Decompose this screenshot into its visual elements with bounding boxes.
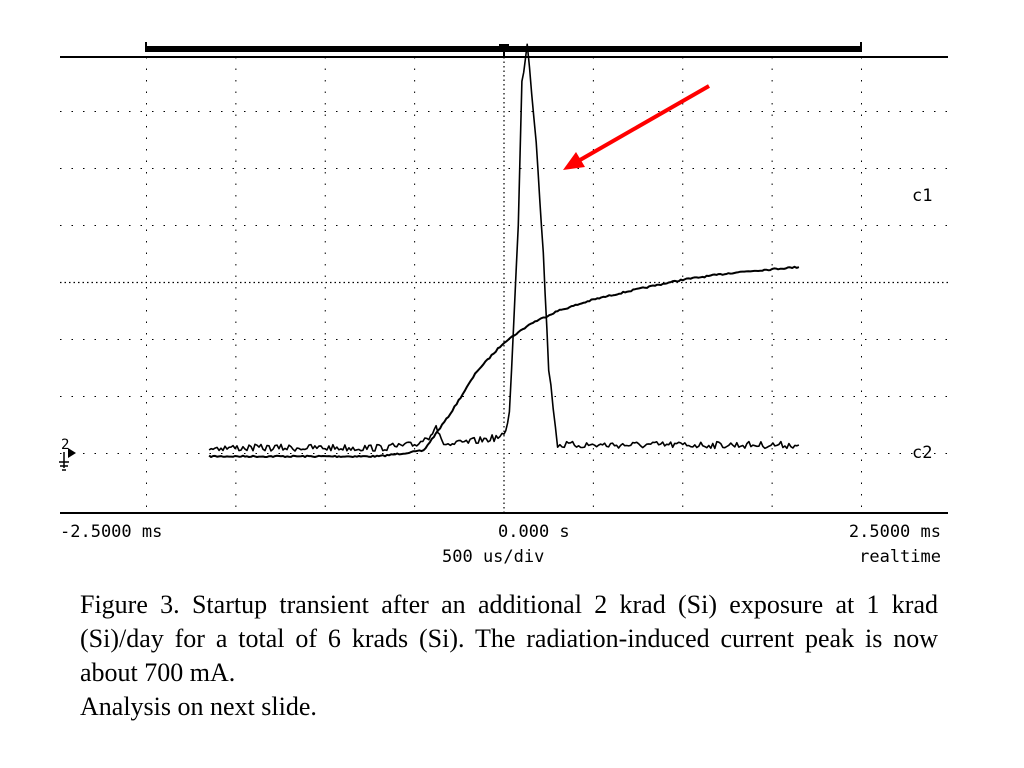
plot-frame (60, 42, 948, 514)
ground-marker-number: 2 (61, 437, 69, 453)
figure-caption: Figure 3. Startup transient after an add… (80, 590, 938, 687)
ground-reference-marker: 2 (59, 437, 76, 471)
grid (60, 57, 948, 513)
x-right-label: 2.5000 ms (849, 522, 941, 542)
channel-label-c1: c1 (912, 186, 932, 206)
x-left-label: -2.5000 ms (60, 522, 162, 542)
annotation-arrow (563, 84, 710, 170)
timebase-label: 500 us/div (442, 547, 544, 567)
x-center-label: 0.000 s (498, 522, 570, 542)
trace-c2 (208, 43, 800, 452)
figure-caption-last-line: Analysis on next slide. (80, 692, 317, 721)
acquisition-mode-label: realtime (859, 547, 941, 567)
oscilloscope-plot: 2 c1 c2 -2.5000 ms 0.000 s 2.5000 ms 500… (59, 42, 948, 567)
traces (208, 43, 800, 458)
trace-c1 (208, 265, 800, 458)
channel-label-c2: c2 (912, 443, 932, 463)
